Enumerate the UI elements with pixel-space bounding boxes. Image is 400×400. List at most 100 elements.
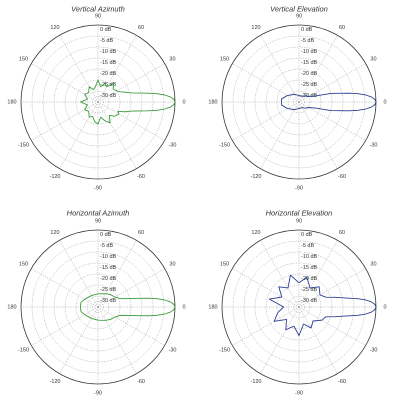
horizontal-azimuth-chart-angle-tick-5: 150 (19, 261, 28, 267)
horizontal-elevation-chart-ring-3 (254, 262, 344, 352)
horizontal-elevation-chart-spoke-240 (260, 306, 300, 374)
horizontal-azimuth-chart-rtick-0: 0 dB (100, 232, 112, 238)
horizontal-elevation-chart-rtick-3: -15 dB (301, 265, 318, 271)
vertical-elevation-chart-title: Vertical Elevation (270, 5, 328, 14)
horizontal-elevation-chart-ring-5 (276, 284, 322, 330)
horizontal-azimuth-chart-angle-tick-7: -150 (18, 347, 29, 353)
vertical-azimuth-chart-spoke-30 (97, 63, 165, 103)
vertical-elevation-chart-ring-5 (276, 79, 322, 125)
horizontal-azimuth-chart-rtick-1: -5 dB (100, 243, 113, 249)
horizontal-azimuth-chart-ring-3 (53, 262, 143, 352)
horizontal-elevation-chart-angle-tick-7: -150 (219, 347, 230, 353)
horizontal-elevation-chart-angle-tick-8: -120 (250, 379, 261, 385)
vertical-azimuth-chart-rtick-2: -10 dB (100, 49, 117, 55)
horizontal-azimuth-chart-rtick-4: -20 dB (100, 276, 117, 282)
vertical-elevation-chart-rtick-3: -15 dB (301, 60, 318, 66)
vertical-azimuth-chart: Vertical Azimuth 0 dB -5 dB -10 dB -15 dB -20… (7, 5, 185, 192)
vertical-azimuth-chart-angle-tick-2: 60 (138, 25, 144, 31)
horizontal-elevation-chart-ring-6 (287, 295, 311, 319)
vertical-elevation-chart-ring-2 (243, 46, 355, 158)
vertical-elevation-chart-angle-tick-6: 180 (208, 99, 217, 105)
horizontal-azimuth-chart-ring-4 (64, 273, 132, 341)
horizontal-azimuth-chart-rtick-2: -10 dB (100, 254, 117, 260)
vertical-azimuth-chart-angle-tick-6: 180 (7, 99, 16, 105)
horizontal-elevation-chart-angle-tick-5: 150 (220, 261, 229, 267)
horizontal-azimuth-chart-angle-tick-6: 180 (7, 304, 16, 310)
horizontal-elevation-chart-rtick-0: 0 dB (301, 232, 313, 238)
vertical-elevation-chart-spoke-240 (260, 101, 300, 169)
vertical-azimuth-chart-angle-tick-4: 120 (50, 25, 59, 31)
horizontal-azimuth-chart-spoke-30 (97, 268, 165, 308)
vertical-azimuth-chart-ring-1 (31, 35, 165, 169)
horizontal-elevation-chart-ring-1 (232, 240, 366, 374)
vertical-azimuth-chart-angle-tick-1: 30 (169, 56, 175, 62)
vertical-elevation-chart-ring-4 (265, 68, 333, 136)
vertical-elevation-chart-ring-3 (254, 57, 344, 147)
vertical-elevation-chart-angle-tick-2: 60 (339, 25, 345, 31)
vertical-elevation-chart-rtick-2: -10 dB (301, 49, 318, 55)
horizontal-azimuth-chart-ring-inner (92, 301, 104, 313)
vertical-elevation-chart-spoke-30 (298, 63, 366, 103)
vertical-elevation-chart-angle-tick-8: -120 (250, 174, 261, 180)
horizontal-elevation-chart: Horizontal Elevation 0 dB -5 dB -10 dB -15 d… (208, 209, 386, 397)
vertical-azimuth-chart-angle-tick-11: -30 (169, 142, 177, 148)
horizontal-elevation-chart-angle-tick-3: 90 (296, 218, 302, 224)
vertical-azimuth-chart-rtick-1: -5 dB (100, 38, 113, 44)
horizontal-azimuth-chart-rtick-5: -25 dB (100, 287, 117, 293)
vertical-elevation-chart-spoke-120 (260, 35, 300, 103)
horizontal-elevation-chart-angle-tick-0: 0 (383, 304, 386, 310)
horizontal-azimuth-chart-spoke-120 (59, 240, 99, 308)
vertical-elevation-chart-spoke-60 (298, 35, 338, 103)
horizontal-azimuth-chart-angle-tick-0: 0 (182, 304, 185, 310)
horizontal-azimuth-chart-spoke-150 (31, 268, 99, 308)
vertical-azimuth-chart-angle-tick-8: -120 (49, 174, 60, 180)
vertical-elevation-chart-angle-tick-9: -90 (295, 185, 303, 191)
horizontal-elevation-chart-spoke-30 (298, 268, 366, 308)
vertical-azimuth-chart-spoke-60 (97, 35, 137, 103)
vertical-elevation-chart-ring-6 (287, 90, 311, 114)
vertical-elevation-chart-angle-tick-1: 30 (370, 56, 376, 62)
vertical-elevation-chart-spoke-150 (232, 63, 300, 103)
vertical-elevation-chart-spoke-210 (232, 101, 300, 141)
horizontal-elevation-chart-angle-tick-2: 60 (339, 230, 345, 236)
horizontal-azimuth-chart-spoke-60 (97, 240, 137, 308)
horizontal-elevation-chart-angle-tick-4: 120 (251, 230, 260, 236)
vertical-azimuth-chart-angle-tick-10: -60 (137, 174, 145, 180)
horizontal-elevation-chart-ring-inner (293, 301, 305, 313)
vertical-azimuth-chart-ring-inner (92, 96, 104, 108)
horizontal-azimuth-chart-spoke-210 (31, 306, 99, 346)
horizontal-elevation-chart-rtick-5: -25 dB (301, 287, 318, 293)
horizontal-elevation-chart-spoke-300 (298, 306, 338, 374)
horizontal-azimuth-chart-ring-1 (31, 240, 165, 374)
horizontal-azimuth-chart-angle-tick-8: -120 (49, 379, 60, 385)
horizontal-elevation-chart-ring-4 (265, 273, 333, 341)
horizontal-elevation-chart-rtick-6: -30 dB (301, 298, 318, 304)
vertical-azimuth-chart-ring-3 (53, 57, 143, 147)
vertical-elevation-chart-rtick-0: 0 dB (301, 27, 313, 33)
horizontal-elevation-chart-title: Horizontal Elevation (266, 209, 333, 218)
vertical-elevation-chart-rtick-5: -25 dB (301, 82, 318, 88)
vertical-elevation-chart-ring-1 (232, 35, 366, 169)
horizontal-azimuth-chart-angle-tick-2: 60 (138, 230, 144, 236)
vertical-azimuth-chart-ring-4 (64, 68, 132, 136)
horizontal-azimuth-chart-spoke-300 (97, 306, 137, 374)
horizontal-azimuth-chart-rtick-3: -15 dB (100, 265, 117, 271)
horizontal-elevation-chart-series-0 (268, 274, 377, 337)
horizontal-azimuth-chart-ring-5 (75, 284, 121, 330)
vertical-elevation-chart: Vertical Elevation 0 dB -5 dB -10 dB -15 dB -… (208, 5, 386, 192)
horizontal-elevation-chart-angle-tick-9: -90 (295, 390, 303, 396)
vertical-azimuth-chart-angle-tick-9: -90 (94, 185, 102, 191)
horizontal-azimuth-chart-angle-tick-3: 90 (95, 218, 101, 224)
horizontal-azimuth-chart: Horizontal Azimuth 0 dB -5 dB -10 dB -15 dB -… (7, 209, 185, 397)
horizontal-elevation-chart-angle-tick-1: 30 (370, 261, 376, 267)
horizontal-elevation-chart-rtick-1: -5 dB (301, 243, 314, 249)
vertical-azimuth-chart-angle-tick-5: 150 (19, 56, 28, 62)
horizontal-azimuth-chart-angle-tick-9: -90 (94, 390, 102, 396)
vertical-azimuth-chart-spoke-240 (59, 101, 99, 169)
vertical-azimuth-chart-title: Vertical Azimuth (71, 5, 125, 14)
vertical-elevation-chart-angle-tick-0: 0 (383, 99, 386, 105)
vertical-elevation-chart-rtick-4: -20 dB (301, 71, 318, 77)
vertical-azimuth-chart-rtick-6: -30 dB (100, 93, 117, 99)
vertical-elevation-chart-rtick-1: -5 dB (301, 38, 314, 44)
horizontal-elevation-chart-spoke-120 (260, 240, 300, 308)
